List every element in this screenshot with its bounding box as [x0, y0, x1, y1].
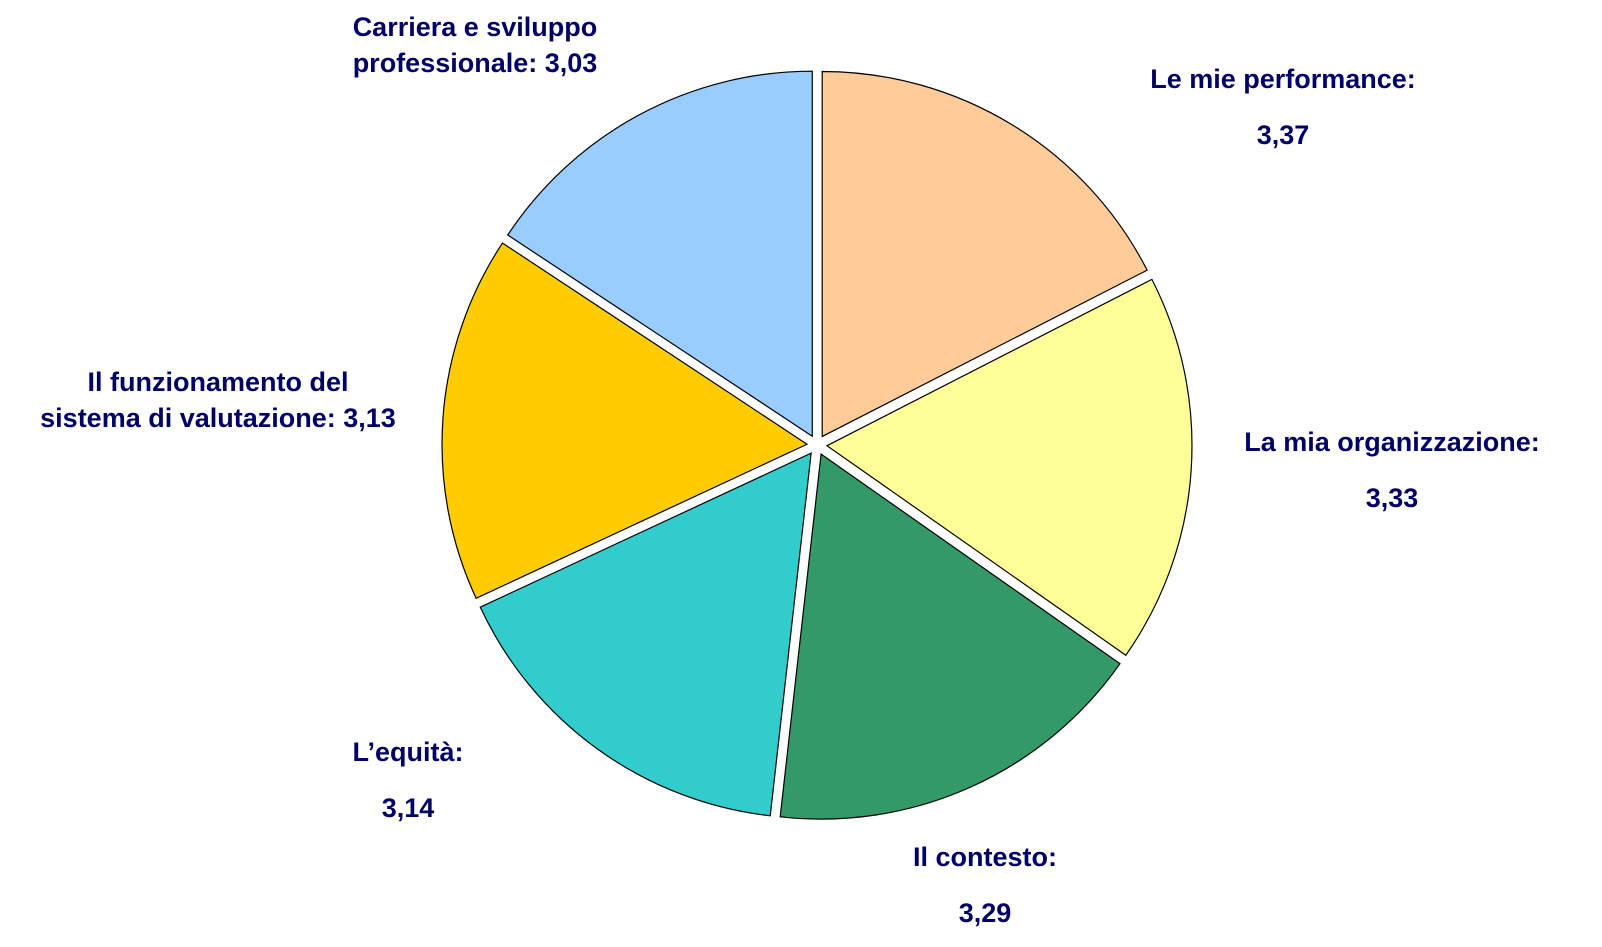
slice-label: Il contesto: 3,29	[913, 829, 1057, 941]
category-label: Carriera e sviluppo professionale:	[352, 12, 598, 78]
slice-label: Il funzionamento del sistema di valutazi…	[3, 364, 433, 436]
slice-label: Le mie performance: 3,37	[1150, 51, 1416, 163]
value-label: 3,37	[1256, 120, 1310, 150]
slice-label: L’equità: 3,14	[352, 724, 463, 836]
value-label: 3,14	[381, 793, 435, 823]
pie-slice	[479, 452, 812, 817]
pie-slice	[779, 453, 1121, 820]
slice-label: Carriera e sviluppo professionale: 3,03	[315, 9, 635, 81]
pie-slice	[821, 70, 1148, 438]
pie-slice	[506, 70, 813, 438]
pie-slice	[441, 242, 809, 600]
category-label: Le mie performance:	[1150, 64, 1416, 94]
category-label: Il funzionamento del sistema di valutazi…	[40, 367, 349, 433]
value-label: 3,13	[343, 403, 396, 433]
value-label: 3,29	[958, 898, 1012, 928]
value-label: 3,33	[1365, 483, 1419, 513]
category-label: La mia organizzazione:	[1244, 427, 1540, 457]
pie-slice	[825, 278, 1193, 657]
slice-label: La mia organizzazione: 3,33	[1244, 414, 1540, 526]
value-label: 3,03	[544, 48, 598, 78]
category-label: L’equità:	[352, 737, 464, 767]
category-label: Il contesto:	[912, 842, 1058, 872]
